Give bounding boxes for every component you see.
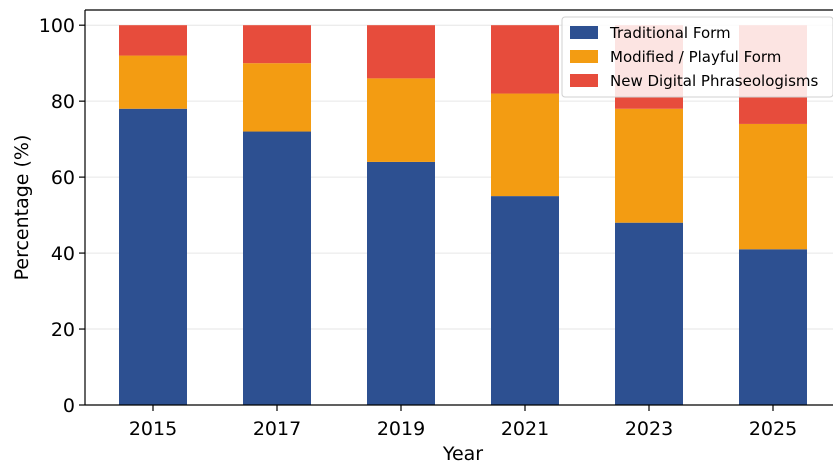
- bar-modified-playful-form-2025: [739, 123, 807, 250]
- axes: [84, 9, 833, 406]
- x-ticks: 2015 2017 2019 2021 2023 2025: [129, 405, 797, 440]
- bars: [119, 25, 807, 406]
- bar-modified-playful-form-2017: [243, 63, 311, 132]
- bar-new-digital-phraseologisms-2019: [367, 25, 435, 79]
- y-axis-title: Percentage (%): [11, 135, 33, 281]
- bar-traditional-form-2015: [119, 108, 187, 405]
- x-axis-title: Year: [442, 443, 483, 465]
- bar-new-digital-phraseologisms-2021: [491, 25, 559, 94]
- legend-swatch-new-digital-phraseologisms: [570, 74, 598, 87]
- bar-modified-playful-form-2019: [367, 78, 435, 162]
- bar-traditional-form-2017: [243, 131, 311, 406]
- legend-label-traditional-form: Traditional Form: [609, 24, 731, 42]
- x-tick-label: 2023: [625, 418, 673, 440]
- x-tick-label: 2017: [253, 418, 301, 440]
- y-tick-label: 60: [51, 167, 75, 189]
- bar-traditional-form-2025: [739, 249, 807, 405]
- bar-modified-playful-form-2021: [491, 93, 559, 197]
- legend-label-modified-playful-form: Modified / Playful Form: [610, 48, 781, 66]
- bar-modified-playful-form-2023: [615, 108, 683, 223]
- legend: Traditional Form Modified / Playful Form N…: [561, 16, 833, 98]
- legend-swatch-modified-playful-form: [570, 50, 598, 63]
- y-ticks: 0 20 40 60 80 100: [39, 15, 85, 417]
- legend-label-new-digital-phraseologisms: New Digital Phraseologisms: [610, 72, 818, 90]
- bar-traditional-form-2021: [491, 196, 559, 405]
- y-tick-label: 20: [51, 319, 75, 341]
- legend-swatch-traditional-form: [570, 26, 598, 39]
- bar-traditional-form-2019: [367, 161, 435, 405]
- bar-traditional-form-2023: [615, 222, 683, 405]
- x-tick-label: 2021: [501, 418, 549, 440]
- legend-box: [561, 16, 833, 98]
- x-tick-label: 2025: [749, 418, 797, 440]
- y-tick-label: 40: [51, 243, 75, 265]
- bar-modified-playful-form-2015: [119, 55, 187, 109]
- x-tick-label: 2015: [129, 418, 177, 440]
- y-tick-label: 0: [63, 395, 75, 417]
- y-tick-label: 100: [39, 15, 75, 37]
- bar-new-digital-phraseologisms-2017: [243, 25, 311, 64]
- y-tick-label: 80: [51, 91, 75, 113]
- x-tick-label: 2019: [377, 418, 425, 440]
- bar-new-digital-phraseologisms-2015: [119, 25, 187, 56]
